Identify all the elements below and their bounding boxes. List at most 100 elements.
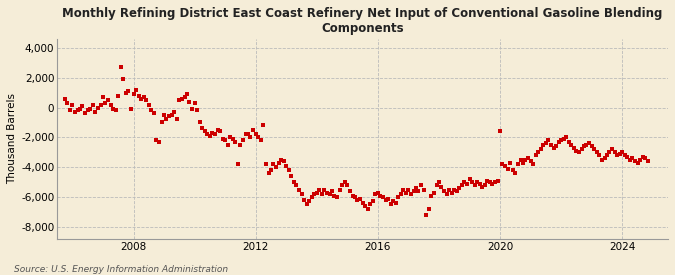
Point bbox=[364, 202, 375, 207]
Point bbox=[65, 108, 76, 113]
Point bbox=[431, 183, 442, 187]
Point bbox=[528, 162, 539, 166]
Point bbox=[225, 135, 236, 139]
Point bbox=[273, 161, 284, 165]
Point bbox=[156, 120, 167, 125]
Point bbox=[578, 144, 589, 148]
Point bbox=[495, 129, 506, 134]
Point bbox=[512, 162, 523, 166]
Point bbox=[597, 158, 608, 162]
Point bbox=[95, 102, 106, 107]
Point bbox=[146, 108, 157, 113]
Point bbox=[443, 187, 454, 192]
Point bbox=[255, 138, 266, 142]
Point bbox=[587, 144, 597, 148]
Point bbox=[215, 129, 225, 134]
Point bbox=[421, 213, 431, 217]
Point bbox=[413, 189, 424, 193]
Point bbox=[98, 95, 109, 99]
Point bbox=[627, 156, 638, 160]
Point bbox=[614, 152, 625, 156]
Point bbox=[128, 92, 139, 96]
Point bbox=[449, 187, 460, 192]
Point bbox=[199, 129, 210, 134]
Point bbox=[329, 193, 340, 198]
Point bbox=[574, 150, 585, 155]
Point bbox=[492, 178, 503, 183]
Point bbox=[227, 137, 238, 141]
Point bbox=[85, 107, 96, 111]
Point bbox=[634, 158, 645, 162]
Point bbox=[352, 198, 362, 202]
Point bbox=[319, 187, 330, 192]
Point bbox=[174, 98, 185, 102]
Point bbox=[637, 155, 648, 159]
Point bbox=[340, 180, 350, 184]
Point bbox=[207, 131, 218, 135]
Point bbox=[452, 189, 462, 193]
Point bbox=[166, 113, 177, 117]
Point bbox=[619, 153, 630, 158]
Point bbox=[258, 123, 269, 128]
Point bbox=[159, 113, 169, 117]
Point bbox=[151, 138, 162, 142]
Point bbox=[268, 162, 279, 166]
Point bbox=[82, 108, 93, 113]
Point bbox=[72, 108, 83, 113]
Point bbox=[281, 163, 292, 168]
Point bbox=[217, 137, 228, 141]
Point bbox=[373, 190, 383, 195]
Point bbox=[429, 190, 439, 195]
Title: Monthly Refining District East Coast Refinery Net Input of Conventional Gasoline: Monthly Refining District East Coast Ref… bbox=[62, 7, 663, 35]
Point bbox=[169, 110, 180, 114]
Point bbox=[403, 187, 414, 192]
Point bbox=[630, 159, 641, 163]
Point bbox=[77, 104, 88, 108]
Point bbox=[222, 143, 233, 147]
Point bbox=[304, 199, 315, 204]
Point bbox=[187, 107, 198, 111]
Point bbox=[306, 195, 317, 199]
Point bbox=[439, 189, 450, 193]
Point bbox=[123, 89, 134, 93]
Point bbox=[80, 111, 90, 116]
Point bbox=[197, 126, 208, 131]
Point bbox=[220, 138, 231, 142]
Point bbox=[62, 101, 73, 105]
Point bbox=[301, 202, 312, 207]
Point bbox=[59, 96, 70, 101]
Point bbox=[321, 190, 332, 195]
Point bbox=[505, 161, 516, 165]
Point bbox=[566, 143, 576, 147]
Point bbox=[153, 140, 164, 144]
Point bbox=[271, 165, 281, 169]
Point bbox=[485, 180, 495, 184]
Point bbox=[378, 195, 389, 199]
Point bbox=[118, 77, 129, 81]
Point bbox=[334, 187, 345, 192]
Point bbox=[385, 202, 396, 207]
Point bbox=[337, 183, 348, 187]
Point bbox=[171, 117, 182, 122]
Point bbox=[543, 138, 554, 142]
Point bbox=[70, 110, 80, 114]
Point bbox=[564, 140, 574, 144]
Point bbox=[324, 192, 335, 196]
Point bbox=[554, 140, 564, 144]
Point bbox=[624, 158, 635, 162]
Point bbox=[252, 135, 263, 139]
Point bbox=[233, 162, 244, 166]
Point bbox=[482, 178, 493, 183]
Point bbox=[202, 132, 213, 137]
Point bbox=[436, 184, 447, 189]
Point bbox=[347, 193, 358, 198]
Point bbox=[309, 192, 320, 196]
Point bbox=[235, 143, 246, 147]
Point bbox=[400, 190, 411, 195]
Point bbox=[164, 114, 175, 119]
Point bbox=[113, 94, 124, 98]
Point bbox=[161, 117, 172, 122]
Point bbox=[67, 102, 78, 107]
Point bbox=[311, 190, 322, 195]
Point bbox=[370, 192, 381, 196]
